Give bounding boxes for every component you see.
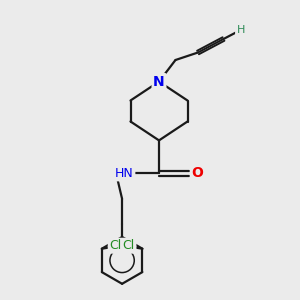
Text: Cl: Cl [123, 239, 135, 252]
Text: HN: HN [115, 167, 134, 180]
Text: Cl: Cl [109, 239, 122, 252]
Text: O: O [191, 167, 203, 180]
Text: H: H [236, 25, 245, 35]
Text: N: N [153, 75, 165, 88]
